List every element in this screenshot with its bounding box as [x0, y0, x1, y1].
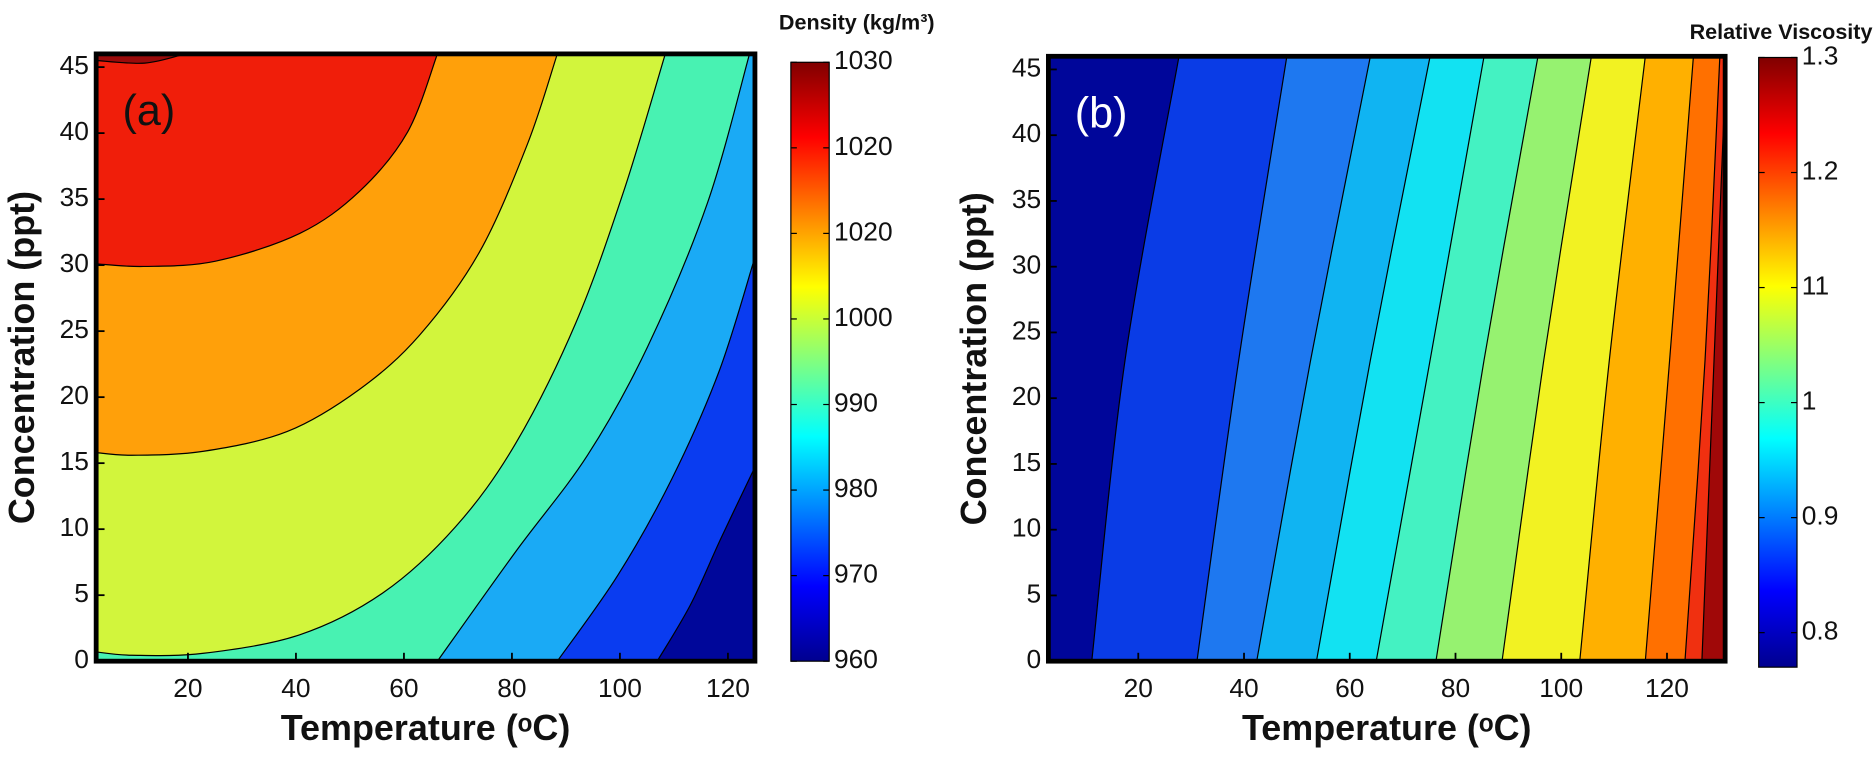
y-tick-label: 0 — [1027, 644, 1042, 674]
colorbar-tick-label: 1 — [1802, 386, 1817, 416]
y-tick-label: 45 — [60, 50, 89, 80]
colorbar-tick-label: 970 — [834, 559, 878, 589]
x-tick-label: 80 — [497, 673, 526, 703]
contour-line — [1701, 85, 1726, 662]
contour-line — [1091, 56, 1180, 662]
colorbar-title: Relative Viscosity — [1690, 19, 1873, 44]
x-tick-label: 80 — [1441, 673, 1470, 703]
contour-line — [436, 53, 751, 662]
x-axis-title: Temperature (ᵒC) — [1242, 707, 1532, 748]
colorbar-tick-label: 11 — [1802, 271, 1829, 301]
plot-area — [1048, 56, 1726, 662]
x-tick-label: 40 — [1229, 673, 1258, 703]
y-tick-label: 5 — [1027, 578, 1042, 608]
y-tick-label: 10 — [60, 512, 89, 542]
y-tick-label: 35 — [1012, 184, 1041, 214]
contour-line — [1256, 56, 1371, 662]
contour-line — [556, 257, 755, 662]
contour-line — [1501, 56, 1592, 662]
y-tick-label: 35 — [60, 182, 89, 212]
plot-frame — [1045, 53, 1728, 664]
y-tick-label: 10 — [1012, 513, 1041, 543]
plot-area — [96, 53, 755, 662]
y-tick-label: 25 — [1012, 315, 1041, 345]
colorbar-tick-label: 0.8 — [1802, 616, 1839, 646]
x-tick-label: 100 — [1539, 673, 1583, 703]
y-tick-label: 30 — [1012, 250, 1041, 280]
colorbar-title: Density (kg/m³) — [779, 10, 935, 35]
colorbar-tick-label: 980 — [834, 473, 878, 503]
colorbar-tick-label: 990 — [834, 387, 878, 417]
contour-line — [1435, 56, 1539, 662]
panel-label: (b) — [1075, 90, 1128, 138]
y-tick-label: 20 — [1012, 381, 1041, 411]
colorbar-tick-label: 1.3 — [1802, 40, 1839, 70]
colorbar — [1758, 56, 1798, 668]
y-axis-title: Concentration (ppt) — [1, 191, 42, 524]
x-tick-label: 120 — [1645, 673, 1689, 703]
y-tick-label: 5 — [74, 578, 89, 608]
contour-line — [96, 53, 186, 64]
x-tick-label: 60 — [389, 673, 418, 703]
y-tick-label: 25 — [60, 314, 89, 344]
x-tick-label: 100 — [598, 673, 642, 703]
y-tick-label: 45 — [1012, 52, 1041, 82]
colorbar-tick-label: 1.2 — [1802, 155, 1839, 185]
x-tick-label: 20 — [1124, 673, 1153, 703]
contour-line — [1644, 56, 1695, 662]
y-tick-label: 30 — [60, 248, 89, 278]
y-tick-label: 40 — [60, 116, 89, 146]
x-tick-label: 20 — [173, 673, 202, 703]
x-tick-label: 60 — [1335, 673, 1364, 703]
y-tick-label: 15 — [60, 446, 89, 476]
colorbar-tick-label: 1020 — [834, 216, 893, 246]
colorbar — [790, 61, 830, 662]
y-tick-label: 0 — [74, 644, 89, 674]
contour-line — [96, 53, 558, 456]
contour-line — [656, 466, 755, 662]
contour-line — [96, 53, 438, 268]
contour-line — [1196, 56, 1288, 662]
x-axis-title: Temperature (ᵒC) — [281, 707, 571, 748]
colorbar-tick-label: 1000 — [834, 302, 893, 332]
plot-frame — [93, 51, 758, 664]
colorbar-tick-label: 1030 — [834, 45, 893, 75]
y-tick-label: 15 — [1012, 447, 1041, 477]
y-tick-label: 40 — [1012, 118, 1041, 148]
x-tick-label: 40 — [281, 673, 310, 703]
colorbar-tick-label: 1020 — [834, 131, 893, 161]
contour-line — [1684, 56, 1721, 662]
colorbar-tick-label: 960 — [834, 644, 878, 674]
y-tick-label: 20 — [60, 380, 89, 410]
panel-label: (a) — [123, 87, 176, 135]
contour-line — [1579, 56, 1646, 662]
contour-line — [1315, 56, 1431, 662]
contour-line — [1375, 56, 1485, 662]
x-tick-label: 120 — [706, 673, 750, 703]
contour-line — [96, 53, 666, 657]
colorbar-tick-label: 0.9 — [1802, 501, 1839, 531]
y-axis-title: Concentration (ppt) — [953, 192, 994, 525]
